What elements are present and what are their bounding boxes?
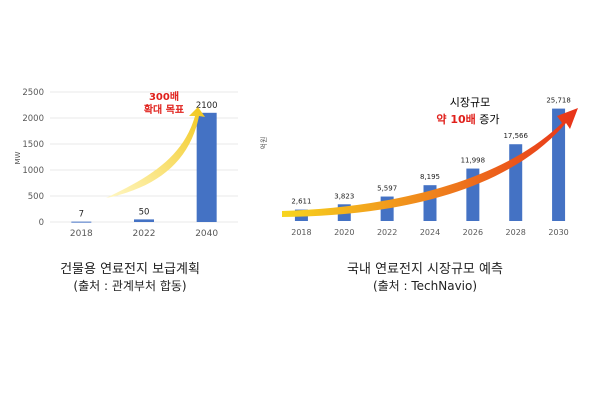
- right-value-label-2028: 17,566: [503, 132, 528, 140]
- left-y-tick-label: 500: [28, 192, 44, 202]
- right-x-tick-2018: 2018: [291, 228, 311, 237]
- right-x-tick-2020: 2020: [334, 228, 354, 237]
- right-x-tick-2030: 2030: [548, 228, 568, 237]
- right-x-tick-labels: 2018 2020 2022 2024 2026 2028 2030: [291, 228, 569, 237]
- left-x-tick-2022: 2022: [133, 229, 156, 239]
- left-y-tick-label: 1500: [22, 140, 44, 150]
- left-annotation-line2: 확대 목표: [144, 103, 184, 116]
- left-y-tick-label: 1000: [22, 166, 44, 176]
- left-bars: [71, 112, 217, 223]
- left-annotation-line1: 300배: [149, 90, 179, 103]
- right-x-tick-2022: 2022: [377, 228, 397, 237]
- right-value-label-2020: 3,823: [334, 192, 354, 200]
- right-bar-2030: [552, 108, 566, 221]
- left-chart-caption-title: 건물용 연료전지 보급계획: [60, 262, 200, 277]
- right-x-tick-2024: 2024: [420, 228, 440, 237]
- fuel-cell-market-forecast-chart: 억원 2,611 3,823 5,597 8,195 11,998 17,566 25,71…: [259, 96, 578, 237]
- left-value-label-2018: 7: [79, 210, 84, 220]
- left-y-tick-label: 0: [39, 218, 44, 228]
- right-x-tick-2026: 2026: [463, 228, 483, 237]
- right-value-label-2022: 5,597: [377, 185, 397, 193]
- right-annotation-line2: 약 10배 증가: [436, 112, 499, 126]
- left-y-tick-label: 2500: [22, 88, 44, 98]
- right-x-tick-2028: 2028: [506, 228, 526, 237]
- left-growth-arrow: [106, 107, 205, 198]
- right-chart-caption-source: (출처 : TechNavio): [372, 279, 478, 293]
- right-value-label-2024: 8,195: [420, 173, 440, 181]
- right-value-label-2018: 2,611: [291, 198, 311, 206]
- left-bar-2022: [134, 219, 154, 222]
- left-x-tick-2018: 2018: [70, 229, 93, 239]
- right-annotation-highlight: 약 10배: [436, 112, 475, 126]
- right-value-label-2030: 25,718: [546, 97, 571, 105]
- left-y-axis-label: MW: [14, 151, 22, 164]
- left-y-tick-labels: 0 500 1000 1500 2000 2500: [22, 88, 44, 228]
- fuel-cell-supply-plan-chart: 0 500 1000 1500 2000 2500 MW 7 50 2100 2018 2022…: [14, 88, 238, 239]
- right-bars: [294, 108, 566, 221]
- right-annotation-line1: 시장규모: [450, 96, 490, 109]
- right-y-axis-label: 억원: [259, 137, 268, 150]
- right-annotation-rest: 증가: [476, 113, 500, 126]
- left-chart-caption-source: (출처 : 관계부처 합동): [73, 279, 187, 293]
- right-growth-arrow: [282, 108, 578, 217]
- right-chart-caption-title: 국내 연료전지 시장규모 예측: [347, 262, 503, 277]
- left-bar-2018: [71, 221, 92, 223]
- left-value-label-2022: 50: [139, 207, 150, 217]
- right-value-labels: 2,611 3,823 5,597 8,195 11,998 17,566 25,718: [291, 97, 570, 206]
- left-bar-2040: [196, 112, 217, 222]
- left-y-tick-label: 2000: [22, 114, 44, 124]
- left-value-labels: 7 50 2100: [79, 101, 218, 220]
- right-value-label-2026: 11,998: [461, 157, 486, 165]
- left-x-tick-labels: 2018 2022 2040: [70, 229, 219, 239]
- left-value-label-2040: 2100: [196, 101, 218, 111]
- left-x-tick-2040: 2040: [195, 229, 218, 239]
